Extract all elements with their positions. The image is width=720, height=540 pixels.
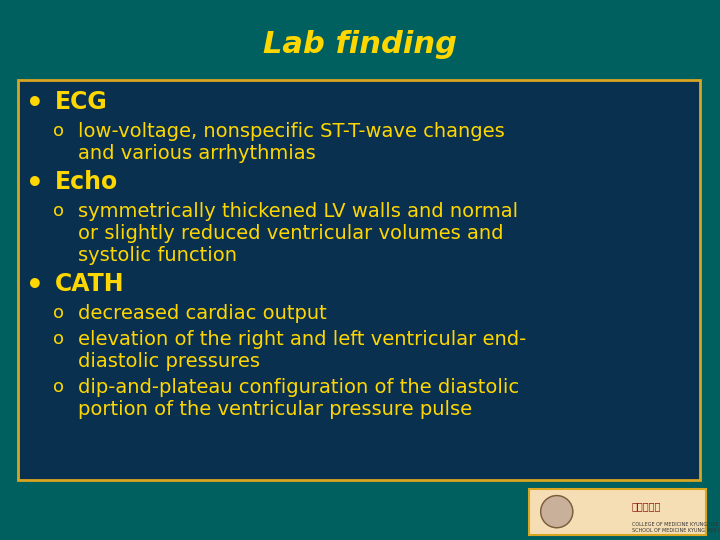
FancyBboxPatch shape <box>18 80 700 480</box>
Text: Lab finding: Lab finding <box>263 30 457 59</box>
Text: o: o <box>53 122 63 140</box>
Text: or slightly reduced ventricular volumes and: or slightly reduced ventricular volumes … <box>78 224 503 243</box>
Text: •: • <box>26 170 44 198</box>
Text: •: • <box>26 90 44 118</box>
Text: o: o <box>53 202 63 220</box>
Text: low-voltage, nonspecific ST-T-wave changes: low-voltage, nonspecific ST-T-wave chang… <box>78 122 505 141</box>
FancyBboxPatch shape <box>529 489 706 535</box>
Text: Echo: Echo <box>55 170 118 194</box>
Text: ECG: ECG <box>55 90 108 114</box>
Text: portion of the ventricular pressure pulse: portion of the ventricular pressure puls… <box>78 400 472 419</box>
Text: diastolic pressures: diastolic pressures <box>78 352 260 371</box>
Text: o: o <box>53 304 63 322</box>
Text: 경희대학교: 경희대학교 <box>631 502 661 511</box>
Text: CATH: CATH <box>55 272 125 296</box>
Text: o: o <box>53 378 63 396</box>
Text: and various arrhythmias: and various arrhythmias <box>78 144 316 163</box>
Text: elevation of the right and left ventricular end-: elevation of the right and left ventricu… <box>78 330 526 349</box>
Text: dip-and-plateau configuration of the diastolic: dip-and-plateau configuration of the dia… <box>78 378 519 397</box>
Text: •: • <box>26 272 44 300</box>
Text: o: o <box>53 330 63 348</box>
Text: COLLEGE OF MEDICINE KYUNG HEE UNIVERSITY
SCHOOL OF MEDICINE KYUNG HEE UNIVERSITY: COLLEGE OF MEDICINE KYUNG HEE UNIVERSITY… <box>631 522 720 533</box>
Text: symmetrically thickened LV walls and normal: symmetrically thickened LV walls and nor… <box>78 202 518 221</box>
Circle shape <box>541 496 573 528</box>
Text: systolic function: systolic function <box>78 246 237 265</box>
Text: decreased cardiac output: decreased cardiac output <box>78 304 327 323</box>
